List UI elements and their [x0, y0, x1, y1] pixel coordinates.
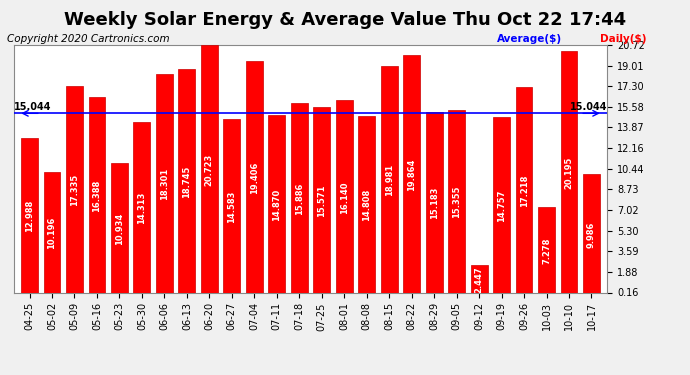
Text: 14.583: 14.583 — [227, 190, 237, 223]
Bar — [336, 100, 353, 294]
Bar — [426, 112, 442, 294]
Text: Copyright 2020 Cartronics.com: Copyright 2020 Cartronics.com — [7, 34, 170, 44]
Bar — [493, 117, 510, 294]
Bar — [201, 45, 218, 294]
Bar — [88, 97, 106, 294]
Bar — [43, 172, 61, 294]
Text: Weekly Solar Energy & Average Value Thu Oct 22 17:44: Weekly Solar Energy & Average Value Thu … — [64, 11, 626, 29]
Text: 16.388: 16.388 — [92, 180, 101, 212]
Text: 18.301: 18.301 — [160, 168, 169, 200]
Text: 15.571: 15.571 — [317, 184, 326, 217]
Text: 17.218: 17.218 — [520, 175, 529, 207]
Bar — [515, 87, 533, 294]
Bar — [583, 174, 600, 294]
Text: 12.988: 12.988 — [25, 200, 34, 232]
Text: 20.723: 20.723 — [205, 154, 214, 186]
Text: 18.745: 18.745 — [182, 165, 191, 198]
Bar — [66, 86, 83, 294]
Bar — [290, 103, 308, 294]
Bar — [111, 163, 128, 294]
Text: 9.986: 9.986 — [587, 221, 596, 248]
Text: Daily($): Daily($) — [600, 34, 647, 44]
Text: 16.140: 16.140 — [339, 181, 348, 213]
Bar — [538, 207, 555, 294]
Bar — [21, 138, 38, 294]
Text: 14.870: 14.870 — [273, 189, 282, 221]
Text: 15.044: 15.044 — [570, 102, 607, 111]
Text: 19.406: 19.406 — [250, 161, 259, 194]
Text: 19.864: 19.864 — [407, 159, 416, 191]
Text: 14.313: 14.313 — [137, 192, 146, 225]
Text: 15.044: 15.044 — [14, 102, 51, 111]
Text: 7.278: 7.278 — [542, 237, 551, 264]
Bar — [358, 116, 375, 294]
Text: 14.757: 14.757 — [497, 189, 506, 222]
Bar — [560, 51, 578, 294]
Text: 15.886: 15.886 — [295, 183, 304, 215]
Bar — [156, 74, 172, 294]
Text: 15.183: 15.183 — [430, 187, 439, 219]
Text: Average($): Average($) — [497, 34, 562, 44]
Bar — [224, 119, 240, 294]
Bar — [471, 265, 488, 294]
Bar — [403, 55, 420, 294]
Bar — [133, 122, 150, 294]
Text: 14.808: 14.808 — [362, 189, 371, 221]
Text: 17.335: 17.335 — [70, 174, 79, 206]
Bar — [448, 110, 465, 294]
Bar — [246, 61, 263, 294]
Text: 10.196: 10.196 — [48, 217, 57, 249]
Bar — [381, 66, 397, 294]
Text: 10.934: 10.934 — [115, 213, 124, 245]
Text: 2.447: 2.447 — [475, 266, 484, 293]
Text: 18.981: 18.981 — [384, 164, 394, 196]
Bar — [268, 116, 285, 294]
Bar — [179, 69, 195, 294]
Text: 20.195: 20.195 — [564, 157, 573, 189]
Text: 15.355: 15.355 — [452, 186, 461, 218]
Bar — [313, 107, 331, 294]
